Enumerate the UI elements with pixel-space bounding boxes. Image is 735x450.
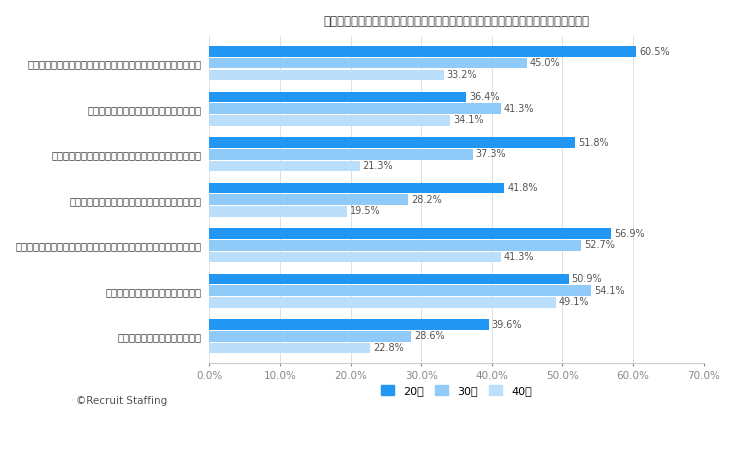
Text: 19.5%: 19.5%	[350, 207, 381, 216]
Text: 22.8%: 22.8%	[373, 343, 404, 353]
Text: 49.1%: 49.1%	[559, 297, 589, 307]
Bar	[209, 58, 527, 68]
Bar	[209, 70, 444, 80]
Bar	[209, 274, 569, 284]
Text: 41.8%: 41.8%	[507, 183, 538, 193]
Title: キャリアチェンジ（異業種または異職種への転職）をする際に困ったこと（年代別）: キャリアチェンジ（異業種または異職種への転職）をする際に困ったこと（年代別）	[323, 15, 589, 28]
Legend: 20代, 30代, 40代: 20代, 30代, 40代	[376, 381, 537, 400]
Bar	[209, 320, 489, 330]
Text: 41.3%: 41.3%	[503, 252, 534, 262]
Text: 54.1%: 54.1%	[594, 286, 625, 296]
Bar	[209, 161, 359, 171]
Text: ©Recruit Staffing: ©Recruit Staffing	[76, 396, 167, 406]
Text: 51.8%: 51.8%	[578, 138, 609, 148]
Bar	[209, 194, 409, 205]
Bar	[209, 297, 556, 308]
Bar	[209, 331, 412, 342]
Text: 52.7%: 52.7%	[584, 240, 615, 250]
Text: 37.3%: 37.3%	[476, 149, 506, 159]
Text: 50.9%: 50.9%	[572, 274, 602, 284]
Bar	[209, 240, 581, 251]
Bar	[209, 228, 611, 239]
Text: 41.3%: 41.3%	[503, 104, 534, 114]
Text: 21.3%: 21.3%	[362, 161, 393, 171]
Text: 60.5%: 60.5%	[639, 46, 670, 57]
Bar	[209, 92, 466, 102]
Bar	[209, 149, 473, 159]
Text: 36.4%: 36.4%	[469, 92, 500, 102]
Bar	[209, 285, 591, 296]
Bar	[209, 342, 370, 353]
Bar	[209, 137, 575, 148]
Text: 28.2%: 28.2%	[412, 195, 442, 205]
Bar	[209, 104, 501, 114]
Bar	[209, 252, 501, 262]
Text: 56.9%: 56.9%	[614, 229, 645, 238]
Text: 39.6%: 39.6%	[492, 320, 523, 329]
Bar	[209, 115, 450, 126]
Bar	[209, 46, 637, 57]
Bar	[209, 206, 347, 216]
Text: 45.0%: 45.0%	[530, 58, 561, 68]
Text: 33.2%: 33.2%	[447, 70, 477, 80]
Text: 34.1%: 34.1%	[453, 115, 484, 126]
Text: 28.6%: 28.6%	[414, 331, 445, 341]
Bar	[209, 183, 504, 194]
